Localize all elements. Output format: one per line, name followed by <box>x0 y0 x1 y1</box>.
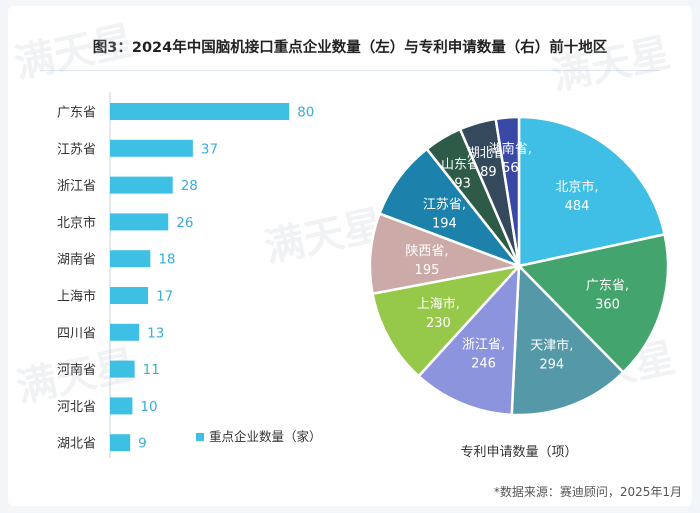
legend-label: 重点企业数量（家） <box>209 429 322 444</box>
bar-value-label: 80 <box>297 105 314 121</box>
bar-value-label: 9 <box>138 436 147 452</box>
pie-label: 江苏省, <box>423 196 466 212</box>
pie-value-label: 89 <box>480 165 497 180</box>
bar-value-label: 18 <box>158 252 175 268</box>
pie-label: 广东省, <box>586 278 629 293</box>
pie-slice-陕西省 <box>368 211 524 296</box>
bar-category-label: 四川省 <box>57 326 96 341</box>
pie-value-label: 56 <box>502 161 519 176</box>
bar-category-label: 湖南省 <box>57 252 96 268</box>
pie-value-label: 246 <box>471 356 496 371</box>
bar-value-label: 17 <box>156 289 173 305</box>
pie-label: 上海市, <box>417 296 460 312</box>
pie-caption: 专利申请数量（项） <box>460 445 577 460</box>
bar-value-label: 13 <box>147 325 164 341</box>
pie-label: 北京市, <box>555 179 598 195</box>
bar-value-label: 37 <box>201 141 218 157</box>
bar-value-label: 26 <box>176 215 193 231</box>
bar-北京市 <box>110 213 169 231</box>
bar-category-label: 河南省 <box>57 362 96 378</box>
bar-category-label: 江苏省 <box>57 141 96 157</box>
pie-slice-广东省 <box>516 232 670 375</box>
pie-slice-浙江省 <box>416 262 521 417</box>
watermark-2: 满天星 <box>261 202 388 272</box>
pie-value-label: 484 <box>565 199 590 214</box>
bar-江苏省 <box>110 139 193 157</box>
title-divider <box>40 70 660 71</box>
bar-value-label: 10 <box>140 399 157 415</box>
bar-广东省 <box>110 103 290 120</box>
watermark-1: 满天星 <box>11 18 138 88</box>
chart-title: 图3：2024年中国脑机接口重点企业数量（左）与专利申请数量（右）前十地区 <box>92 40 608 56</box>
pie-label: 湖南省, <box>489 141 532 157</box>
pie-label: 浙江省, <box>462 337 505 352</box>
pie-chart: 北京市, 484 广东省, 360 天津市, 294 浙江省, 246 上海市, 230 陕西省, 1… <box>368 115 670 460</box>
bar-value-label: 11 <box>143 362 160 378</box>
pie-value-label: 93 <box>454 176 471 191</box>
bar-湖南省 <box>110 250 151 268</box>
bar-category-label: 上海市 <box>57 289 96 305</box>
pie-value-label: 230 <box>426 316 451 331</box>
pie-value-label: 294 <box>539 357 564 372</box>
bar-湖北省 <box>110 434 131 452</box>
watermark-3: 满天星 <box>548 30 675 100</box>
bar-上海市 <box>110 287 149 304</box>
pie-value-label: 194 <box>432 216 457 231</box>
bar-category-label: 河北省 <box>57 400 96 415</box>
legend-swatch <box>196 433 204 441</box>
bar-category-label: 广东省 <box>57 106 96 121</box>
pie-value-label: 360 <box>595 297 620 312</box>
pie-label: 湖北省, <box>467 146 510 161</box>
bar-河北省 <box>110 397 133 415</box>
bar-category-label: 浙江省 <box>57 179 96 194</box>
bar-category-label: 北京市 <box>57 215 96 231</box>
bar-category-label: 湖北省 <box>57 437 96 452</box>
pie-value-label: 195 <box>415 263 440 278</box>
bar-chart: 广东省 80 江苏省 37 浙江省 28 北京市 26 湖南省 18 上海市 17 四川省 13 河南省 11… <box>57 92 322 458</box>
bar-浙江省 <box>110 176 173 194</box>
pie-label: 陕西省, <box>405 244 448 259</box>
pie-slice-湖南省 <box>494 115 521 267</box>
pie-slice-北京市 <box>517 115 667 268</box>
pie-slice-上海市 <box>371 264 523 378</box>
data-source: *数据来源：赛迪顾问，2025年1月 <box>493 485 682 499</box>
bar-value-label: 28 <box>181 178 198 194</box>
pie-label: 天津市, <box>530 337 573 353</box>
bar-河南省 <box>110 360 135 378</box>
bar-四川省 <box>110 323 140 341</box>
pie-slice-天津市 <box>510 263 626 417</box>
